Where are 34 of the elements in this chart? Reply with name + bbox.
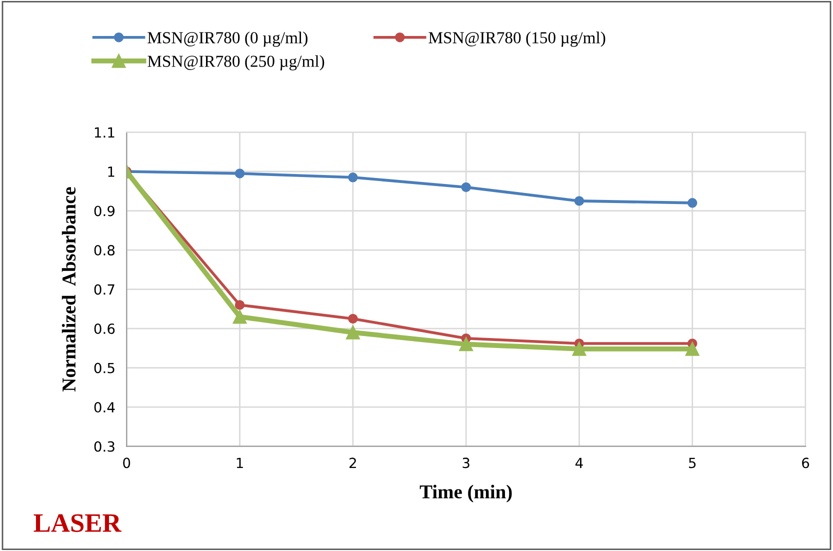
- x-axis-title: Time (min): [420, 484, 512, 502]
- y-tick-label: 0.8: [94, 244, 115, 256]
- point: [232, 310, 247, 324]
- point: [574, 196, 584, 206]
- y-tick-label: 1: [108, 166, 114, 177]
- x-tick-label: 5: [689, 458, 696, 468]
- y-tick-label: 0.4: [94, 402, 115, 413]
- y-tick-label: 0.6: [94, 324, 115, 334]
- point: [348, 314, 358, 324]
- point: [234, 300, 245, 310]
- point: [348, 172, 358, 182]
- y-axis-title: Normalized Absorbance: [62, 187, 76, 392]
- point: [234, 168, 245, 178]
- legend-label: MSN@IR780 (0 µg/ml): [148, 32, 308, 47]
- point: [459, 337, 474, 352]
- x-tick-label: 6: [802, 458, 810, 468]
- x-tick-label: 2: [350, 458, 356, 468]
- legend-label: MSN@IR780 (250 µg/ml): [148, 55, 324, 70]
- x-tick-label: 1: [236, 458, 243, 468]
- text: LASER: [34, 514, 122, 532]
- y-tick-label: 0.5: [94, 362, 114, 374]
- y-tick-label: 1.1: [94, 127, 114, 138]
- point: [461, 182, 471, 192]
- legend-label: MSN@IR780 (150 µg/ml): [428, 32, 606, 47]
- point: [346, 326, 360, 340]
- x-tick-label: 3: [462, 458, 470, 468]
- y-tick-label: 0.9: [94, 206, 115, 216]
- point: [685, 342, 700, 356]
- y-tick-label: 0.3: [94, 441, 114, 452]
- point: [572, 342, 586, 356]
- x-tick-label: 0: [123, 458, 130, 468]
- y-tick-label: 0.7: [94, 284, 114, 295]
- point: [688, 198, 698, 208]
- x-tick-label: 4: [575, 458, 583, 468]
